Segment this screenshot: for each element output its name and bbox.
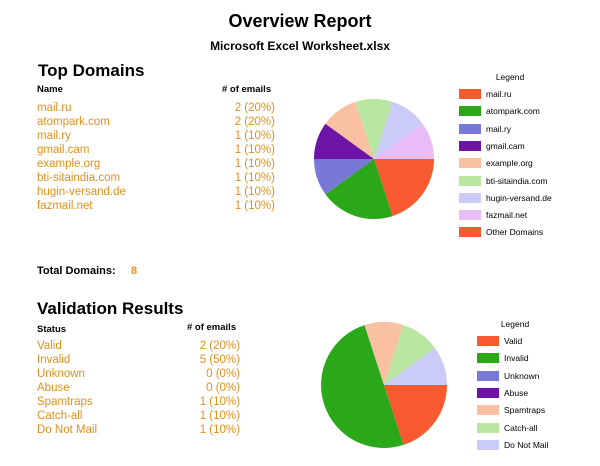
legend-label: hugin-versand.de bbox=[486, 192, 552, 203]
pie-slice-invalid bbox=[321, 325, 404, 448]
validation-row-value: 1 (10%) bbox=[199, 410, 240, 422]
domain-row-value: 1 (10%) bbox=[234, 144, 275, 156]
legend-title: Legend bbox=[500, 319, 530, 329]
domain-row-value: 1 (10%) bbox=[234, 186, 275, 198]
legend-swatch bbox=[477, 405, 499, 416]
total-domains-value: 8 bbox=[131, 265, 138, 277]
legend-swatch bbox=[459, 175, 481, 186]
validation-row-value: 0 (0%) bbox=[206, 382, 240, 394]
report-subtitle: Microsoft Excel Worksheet.xlsx bbox=[210, 39, 390, 53]
domain-row-label: bti-sitaindia.com bbox=[37, 172, 121, 184]
legend-swatch bbox=[477, 336, 499, 346]
legend-label: bti-sitaindia.com bbox=[486, 175, 548, 186]
legend-label: Invalid bbox=[504, 353, 529, 364]
validation-heading: Validation Results bbox=[37, 299, 184, 318]
legend-label: Unknown bbox=[504, 370, 540, 381]
legend-label: example.org bbox=[486, 158, 533, 169]
legend-label: Valid bbox=[504, 336, 523, 346]
domain-row-value: 2 (20%) bbox=[234, 102, 275, 114]
domains-emails-header: # of emails bbox=[222, 84, 272, 95]
legend-swatch bbox=[477, 387, 499, 398]
pie-slice-bti-sitaindia-com bbox=[355, 99, 393, 159]
legend-swatch bbox=[477, 439, 499, 450]
legend-label: Catch-all bbox=[504, 422, 538, 433]
pie-slice-do-not-mail bbox=[384, 347, 447, 385]
legend-label: Do Not Mail bbox=[504, 439, 549, 450]
pie-slice-mail-ru bbox=[374, 159, 434, 217]
pie-slice-spamtraps bbox=[364, 322, 404, 385]
pie-slice-valid bbox=[384, 385, 447, 445]
pie-slice-hugin-versand-de bbox=[374, 101, 423, 159]
validation-row-label: Spamtraps bbox=[37, 396, 93, 408]
legend-label: Spamtraps bbox=[504, 405, 546, 416]
validation-row-label: Catch-all bbox=[37, 410, 83, 422]
validation-row-value: 0 (0%) bbox=[206, 368, 240, 380]
legend-title: Legend bbox=[495, 72, 525, 82]
domain-row-value: 2 (20%) bbox=[234, 116, 275, 128]
legend-label: Abuse bbox=[504, 387, 529, 398]
validation-row-value: 2 (20%) bbox=[199, 340, 240, 352]
legend-swatch bbox=[459, 89, 481, 99]
domain-row-value: 1 (10%) bbox=[234, 172, 275, 184]
validation-row-label: Invalid bbox=[37, 354, 71, 366]
report-title: Overview Report bbox=[228, 11, 372, 31]
domain-row-value: 1 (10%) bbox=[234, 130, 275, 142]
domain-row-label: mail.ry bbox=[37, 130, 71, 142]
pie-slice-fazmail-net bbox=[374, 123, 434, 159]
domain-row-label: fazmail.net bbox=[37, 200, 93, 212]
legend-swatch bbox=[459, 192, 481, 203]
validation-row-label: Abuse bbox=[37, 382, 70, 394]
legend-swatch bbox=[477, 422, 499, 433]
validation-row-value: 1 (10%) bbox=[199, 396, 240, 408]
pie-slice-atompark-com bbox=[325, 159, 393, 219]
legend-label: Other Domains bbox=[486, 227, 544, 238]
pie-slice-example-org bbox=[325, 101, 374, 159]
legend-label: atompark.com bbox=[486, 106, 540, 117]
pie-slice-catch-all bbox=[384, 325, 435, 385]
legend-label: mail.ru bbox=[486, 89, 512, 99]
legend-swatch bbox=[459, 158, 481, 169]
total-domains-label: Total Domains: bbox=[37, 265, 116, 277]
domain-row-value: 1 (10%) bbox=[234, 158, 275, 170]
pie-slice-mail-ry bbox=[314, 159, 374, 195]
domain-row-label: mail.ru bbox=[37, 102, 72, 114]
legend-swatch bbox=[459, 140, 481, 151]
domain-row-label: example.org bbox=[37, 158, 101, 170]
validation-row-label: Unknown bbox=[37, 368, 85, 380]
legend-label: mail.ry bbox=[486, 123, 512, 134]
legend-swatch bbox=[477, 370, 499, 381]
legend-swatch bbox=[477, 353, 499, 364]
validation-status-header: Status bbox=[37, 324, 67, 335]
pie-slice-gmail-cam bbox=[314, 123, 374, 159]
domain-row-label: hugin-versand.de bbox=[37, 186, 126, 198]
legend-swatch bbox=[459, 123, 481, 134]
domain-row-label: atompark.com bbox=[37, 116, 110, 128]
validation-row-value: 5 (50%) bbox=[199, 354, 240, 366]
validation-row-label: Valid bbox=[37, 340, 62, 352]
validation-row-value: 1 (10%) bbox=[199, 424, 240, 436]
domains-name-header: Name bbox=[37, 84, 63, 95]
legend-swatch bbox=[459, 227, 481, 238]
legend-swatch bbox=[459, 106, 481, 117]
validation-row-label: Do Not Mail bbox=[37, 424, 98, 436]
legend-label: fazmail.net bbox=[486, 210, 528, 221]
domain-row-label: gmail.cam bbox=[37, 144, 90, 156]
validation-emails-header: # of emails bbox=[187, 322, 237, 333]
legend-swatch bbox=[459, 210, 481, 221]
domain-row-value: 1 (10%) bbox=[234, 200, 275, 212]
legend-label: gmail.cam bbox=[486, 140, 525, 151]
top-domains-heading: Top Domains bbox=[38, 61, 145, 80]
